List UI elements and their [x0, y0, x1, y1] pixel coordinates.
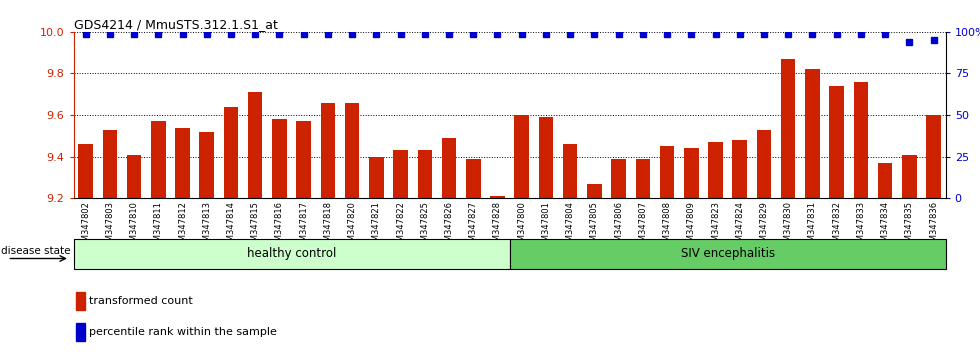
Bar — [732, 140, 747, 198]
Bar — [510, 239, 946, 269]
Bar — [200, 132, 214, 198]
Bar — [175, 127, 190, 198]
Bar — [660, 146, 674, 198]
Bar — [248, 92, 263, 198]
Bar — [442, 138, 457, 198]
Text: healthy control: healthy control — [247, 247, 336, 261]
Bar — [636, 159, 650, 198]
Bar — [926, 115, 941, 198]
Bar — [126, 155, 141, 198]
Bar — [76, 292, 84, 310]
Bar — [103, 130, 117, 198]
Bar — [612, 159, 626, 198]
Text: percentile rank within the sample: percentile rank within the sample — [89, 327, 277, 337]
Bar — [514, 115, 529, 198]
Bar — [829, 86, 844, 198]
Bar — [272, 119, 287, 198]
Text: GDS4214 / MmuSTS.312.1.S1_at: GDS4214 / MmuSTS.312.1.S1_at — [74, 18, 277, 31]
Bar — [76, 323, 84, 341]
Bar — [151, 121, 166, 198]
Bar — [345, 103, 360, 198]
Text: SIV encephalitis: SIV encephalitis — [680, 247, 775, 261]
Bar — [806, 69, 819, 198]
Bar — [709, 142, 723, 198]
Bar — [417, 150, 432, 198]
Bar — [587, 184, 602, 198]
Bar — [320, 103, 335, 198]
Bar — [466, 159, 480, 198]
Bar — [296, 121, 311, 198]
Bar — [781, 59, 796, 198]
Bar — [223, 107, 238, 198]
Bar — [74, 239, 510, 269]
Text: transformed count: transformed count — [89, 296, 193, 306]
Bar — [539, 117, 553, 198]
Text: disease state: disease state — [1, 246, 71, 256]
Bar — [490, 196, 505, 198]
Bar — [369, 156, 383, 198]
Bar — [78, 144, 93, 198]
Bar — [757, 130, 771, 198]
Bar — [563, 144, 577, 198]
Bar — [902, 155, 916, 198]
Bar — [684, 148, 699, 198]
Bar — [854, 82, 868, 198]
Bar — [878, 163, 893, 198]
Bar — [393, 150, 408, 198]
